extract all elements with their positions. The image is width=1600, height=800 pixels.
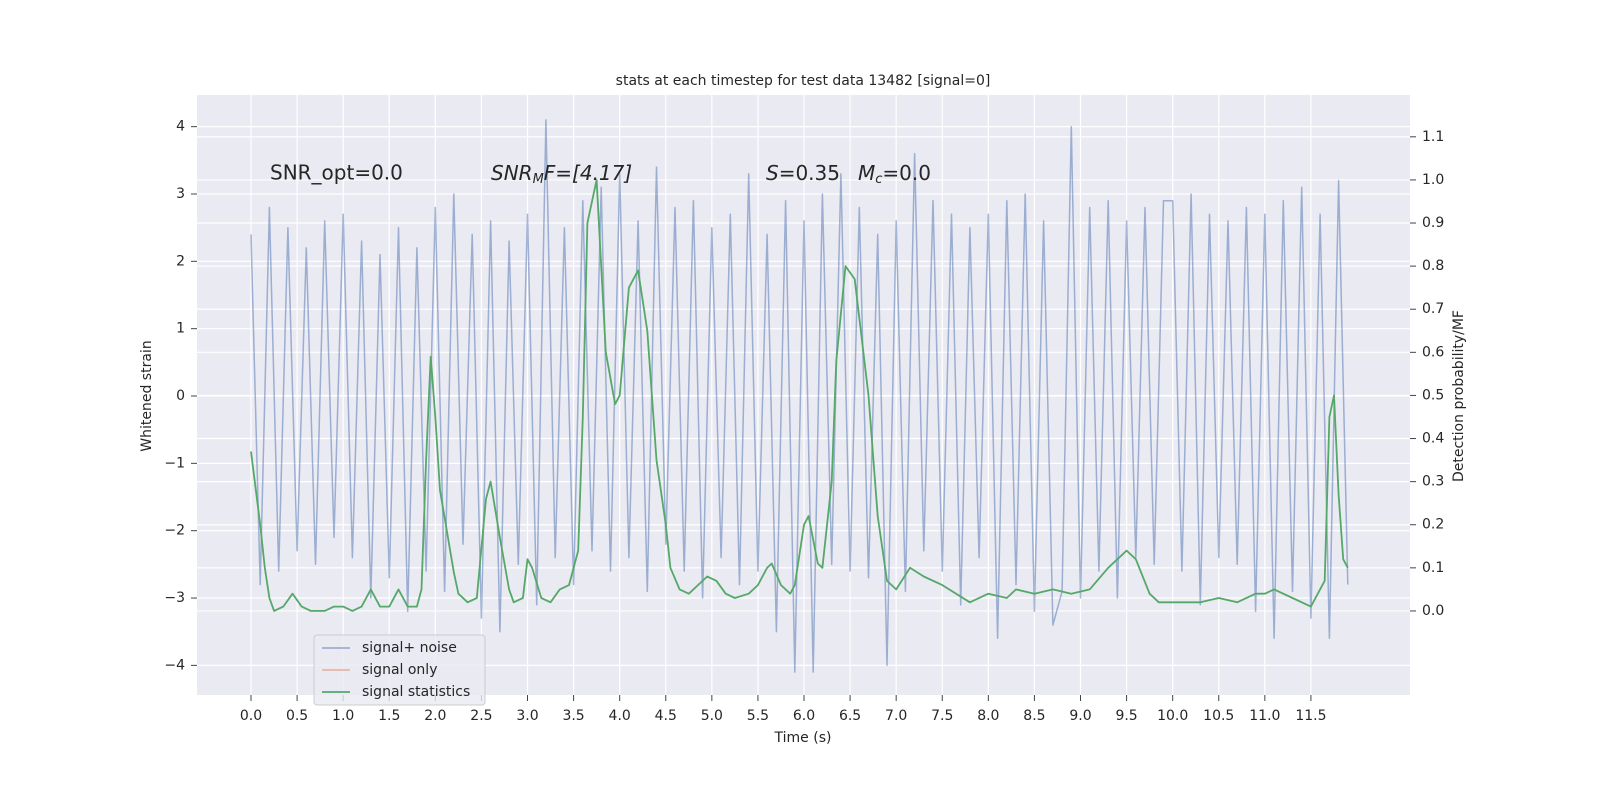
y2-tick-label: 0.4 xyxy=(1422,431,1444,447)
y-tick-label: 0 xyxy=(176,388,185,404)
y2-tick-label: 0.7 xyxy=(1422,301,1444,317)
y-tick-label: 1 xyxy=(176,321,185,337)
x-tick-label: 0.0 xyxy=(240,708,262,724)
x-tick-label: 6.0 xyxy=(793,708,815,724)
y2-tick-label: 0.9 xyxy=(1422,215,1444,231)
y2-tick-label: 0.0 xyxy=(1422,603,1444,619)
x-tick-label: 4.5 xyxy=(655,708,677,724)
y2-tick-label: 0.3 xyxy=(1422,474,1444,490)
x-tick-label: 10.5 xyxy=(1203,708,1234,724)
x-tick-label: 8.0 xyxy=(977,708,999,724)
x-tick-label: 10.0 xyxy=(1157,708,1188,724)
y2-axis-label: Detection probability/MF xyxy=(1451,310,1467,482)
series-line xyxy=(250,119,1349,673)
annotation-part: =0.0 xyxy=(882,161,931,185)
x-tick-label: 3.0 xyxy=(516,708,538,724)
annotation-sub: M xyxy=(533,172,544,187)
y2-tick-label: 0.8 xyxy=(1422,258,1444,274)
annotation-part: F=[4.17] xyxy=(544,161,632,185)
x-tick-label: 1.5 xyxy=(378,708,400,724)
x-tick-label: 2.0 xyxy=(424,708,446,724)
legend xyxy=(313,634,486,706)
chart-title: stats at each timestep for test data 134… xyxy=(616,73,991,89)
y2-tick-label: 1.0 xyxy=(1422,172,1444,188)
y-tick-label: −1 xyxy=(164,455,185,471)
y2-tick-label: 1.1 xyxy=(1422,129,1444,145)
x-axis-label: Time (s) xyxy=(774,730,832,746)
y-tick-label: −4 xyxy=(164,657,185,673)
x-tick-label: 7.0 xyxy=(885,708,907,724)
y-tick-label: 2 xyxy=(176,253,185,269)
legend-label: signal only xyxy=(362,662,437,678)
series-line xyxy=(250,179,1349,612)
y2-tick-label: 0.6 xyxy=(1422,344,1444,360)
x-tick-label: 4.0 xyxy=(609,708,631,724)
y-tick-label: 3 xyxy=(176,186,185,202)
x-tick-label: 5.0 xyxy=(701,708,723,724)
x-tick-label: 8.5 xyxy=(1023,708,1045,724)
y-tick-label: −3 xyxy=(164,590,185,606)
x-tick-label: 1.0 xyxy=(332,708,354,724)
legend-label: signal+ noise xyxy=(362,640,457,656)
annotation: Mc=0.0 xyxy=(858,161,931,187)
x-tick-label: 7.5 xyxy=(931,708,953,724)
x-tick-label: 3.5 xyxy=(562,708,584,724)
x-tick-label: 11.5 xyxy=(1295,708,1326,724)
annotation-part: M xyxy=(858,161,875,185)
x-tick-label: 0.5 xyxy=(286,708,308,724)
x-tick-label: 5.5 xyxy=(747,708,769,724)
y2-tick-label: 0.1 xyxy=(1422,560,1444,576)
x-tick-label: 6.5 xyxy=(839,708,861,724)
y-axis-label: Whitened strain xyxy=(139,340,155,451)
annotation-part: =0.35 xyxy=(779,161,840,185)
annotation: SNRMF=[4.17] xyxy=(491,161,632,187)
x-tick-label: 2.5 xyxy=(470,708,492,724)
y2-tick-label: 0.2 xyxy=(1422,517,1444,533)
x-tick-label: 9.5 xyxy=(1115,708,1137,724)
y2-tick-label: 0.5 xyxy=(1422,387,1444,403)
legend-label: signal statistics xyxy=(362,684,470,700)
y-tick-label: 4 xyxy=(176,119,185,135)
annotation-sub: c xyxy=(875,172,882,187)
annotation-part: S xyxy=(766,161,779,185)
annotation: SNR_opt=0.0 xyxy=(270,161,403,185)
x-tick-label: 11.0 xyxy=(1249,708,1280,724)
x-tick-label: 9.0 xyxy=(1069,708,1091,724)
annotation: S=0.35 xyxy=(766,161,840,185)
y-tick-label: −2 xyxy=(164,523,185,539)
annotation-part: SNR xyxy=(491,161,533,185)
